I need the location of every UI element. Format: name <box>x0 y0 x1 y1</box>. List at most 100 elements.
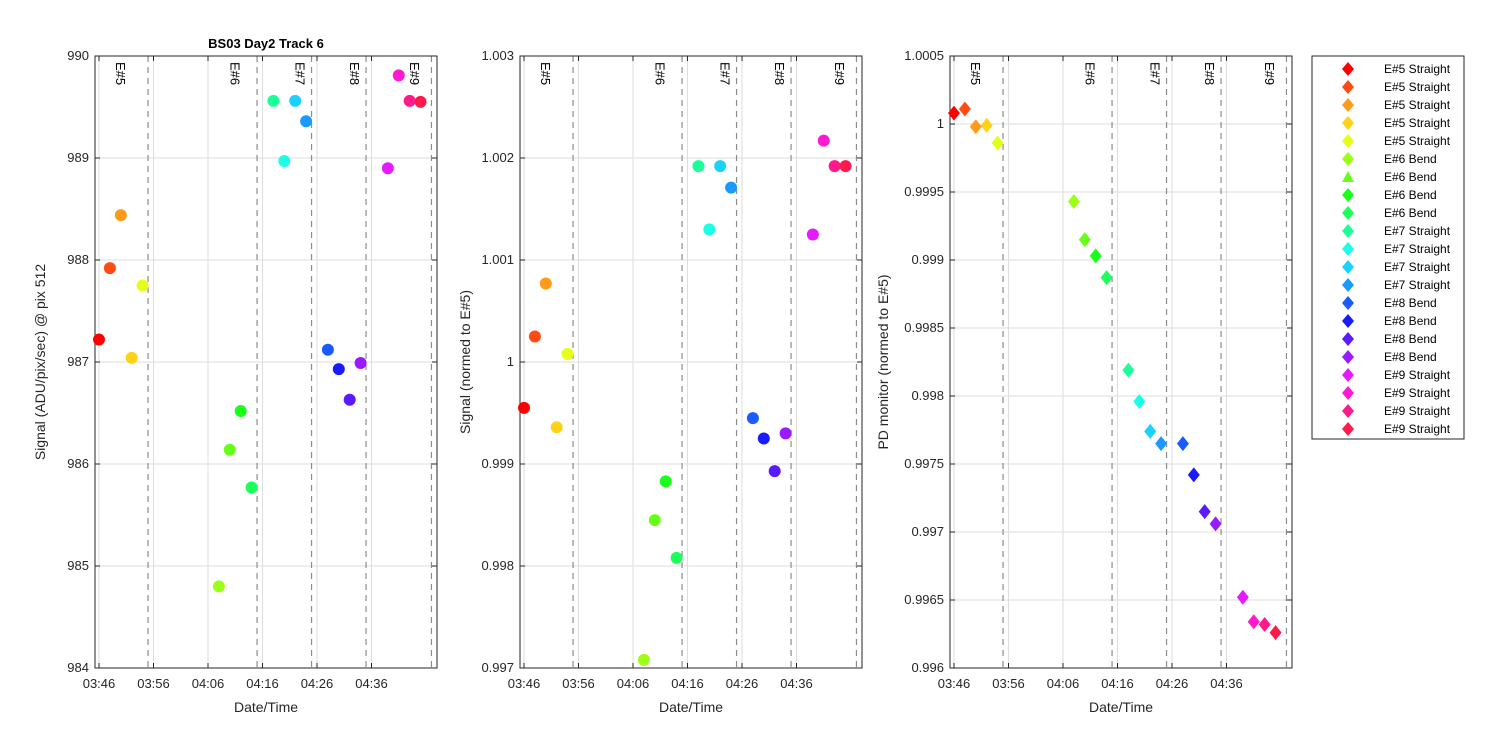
event-label: E#9 <box>832 62 847 85</box>
x-tick-label: 03:56 <box>992 676 1025 691</box>
data-point <box>114 209 127 222</box>
data-point <box>1176 436 1189 452</box>
data-point <box>1198 504 1211 520</box>
event-label: E#6 <box>1082 62 1097 85</box>
y-tick-label: 1 <box>937 116 944 131</box>
chart-title: BS03 Day2 Track 6 <box>208 36 324 51</box>
y-tick-label: 1 <box>507 354 514 369</box>
legend-label: E#7 Straight <box>1384 224 1451 238</box>
event-label: E#8 <box>772 62 787 85</box>
plot-area <box>950 56 1292 668</box>
x-tick-label: 04:26 <box>301 676 334 691</box>
data-point <box>125 351 138 364</box>
x-tick-label: 04:06 <box>192 676 225 691</box>
data-point <box>637 653 650 666</box>
y-tick-label: 0.999 <box>911 252 944 267</box>
data-point <box>714 160 727 173</box>
x-tick-label: 04:16 <box>246 676 279 691</box>
y-axis-label: Signal (normed to E#5) <box>457 290 473 434</box>
data-point <box>1269 625 1282 641</box>
event-label: E#7 <box>718 62 733 85</box>
data-point <box>403 94 416 107</box>
legend-label: E#8 Bend <box>1384 296 1437 310</box>
data-point <box>839 160 852 173</box>
chart-panel-2: E#5 E#6 E#7 E#8 E#9 0.997 0.998 0.999 1 1.001 1.00… <box>457 48 863 715</box>
legend-label: E#6 Bend <box>1384 152 1437 166</box>
x-tick-label: 03:46 <box>938 676 971 691</box>
data-point <box>980 117 993 133</box>
legend-label: E#5 Straight <box>1384 62 1451 76</box>
data-point <box>354 357 367 370</box>
x-tick-label: 04:06 <box>1047 676 1080 691</box>
legend-label: E#6 Bend <box>1384 188 1437 202</box>
event-label: E#5 <box>968 62 983 85</box>
event-label: E#6 <box>227 62 242 85</box>
data-point <box>648 514 661 527</box>
x-tick-label: 04:36 <box>1210 676 1243 691</box>
y-tick-label: 0.999 <box>481 456 514 471</box>
y-tick-label: 1.001 <box>481 252 514 267</box>
data-point <box>414 95 427 108</box>
data-point <box>1144 423 1157 439</box>
data-point <box>806 228 819 241</box>
data-point <box>757 432 770 445</box>
data-point <box>561 347 574 360</box>
event-label: E#7 <box>293 62 308 85</box>
x-axis-label: Date/Time <box>1089 699 1153 715</box>
data-point <box>300 115 313 128</box>
event-label: E#9 <box>407 62 422 85</box>
data-point <box>969 119 982 135</box>
data-point <box>991 135 1004 151</box>
x-tick-label: 04:36 <box>355 676 388 691</box>
y-tick-label: 0.997 <box>911 524 944 539</box>
data-point <box>828 160 841 173</box>
legend-label: E#7 Straight <box>1384 242 1451 256</box>
legend-marker <box>1342 62 1354 76</box>
legend-label: E#8 Bend <box>1384 332 1437 346</box>
data-point <box>332 363 345 376</box>
data-point <box>703 223 716 236</box>
legend-label: E#8 Bend <box>1384 314 1437 328</box>
y-tick-label: 0.998 <box>911 388 944 403</box>
legend-marker <box>1342 386 1354 400</box>
x-axis-label: Date/Time <box>234 699 298 715</box>
data-point <box>746 412 759 425</box>
event-label: E#7 <box>1148 62 1163 85</box>
event-label: E#8 <box>1202 62 1217 85</box>
y-tick-label: 0.9985 <box>904 320 944 335</box>
legend-label: E#5 Straight <box>1384 98 1451 112</box>
y-tick-label: 0.9965 <box>904 592 944 607</box>
data-point <box>1067 194 1080 210</box>
x-tick-label: 04:26 <box>1156 676 1189 691</box>
legend-box <box>1311 55 1465 440</box>
x-tick-label: 04:26 <box>726 676 759 691</box>
data-point <box>381 162 394 175</box>
legend-marker <box>1342 206 1354 220</box>
data-point <box>1258 616 1271 632</box>
legend-marker <box>1342 242 1354 256</box>
x-axis-label: Date/Time <box>659 699 723 715</box>
data-point <box>768 465 781 478</box>
legend-marker <box>1342 224 1354 238</box>
data-point <box>321 343 334 356</box>
y-axis-label: PD monitor (normed to E#5) <box>875 274 891 449</box>
event-label: E#5 <box>113 62 128 85</box>
data-point <box>289 94 302 107</box>
x-tick-label: 03:56 <box>137 676 170 691</box>
data-point <box>948 105 960 121</box>
x-tick-label: 04:36 <box>780 676 813 691</box>
data-point <box>1100 270 1113 286</box>
y-tick-label: 985 <box>67 558 89 573</box>
data-point <box>817 134 830 147</box>
data-point <box>518 401 530 414</box>
legend-marker <box>1342 332 1354 346</box>
data-point <box>550 421 563 434</box>
y-tick-label: 1.003 <box>481 48 514 63</box>
legend: E#5 Straight E#5 Straight E#5 Straight E#5 … <box>1311 55 1465 440</box>
data-point <box>1155 436 1168 452</box>
data-point <box>234 404 247 417</box>
legend-marker <box>1342 314 1354 328</box>
data-point <box>1209 516 1222 532</box>
legend-marker <box>1342 278 1354 292</box>
